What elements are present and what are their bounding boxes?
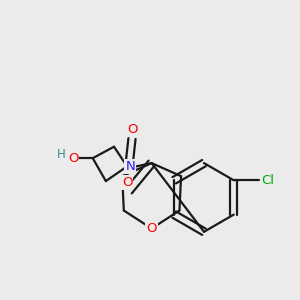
Text: O: O bbox=[122, 176, 132, 189]
Text: Cl: Cl bbox=[261, 174, 274, 187]
Text: O: O bbox=[68, 152, 78, 165]
Text: O: O bbox=[127, 123, 137, 136]
Text: N: N bbox=[125, 160, 135, 173]
Text: O: O bbox=[146, 222, 157, 235]
Text: H: H bbox=[57, 148, 66, 161]
